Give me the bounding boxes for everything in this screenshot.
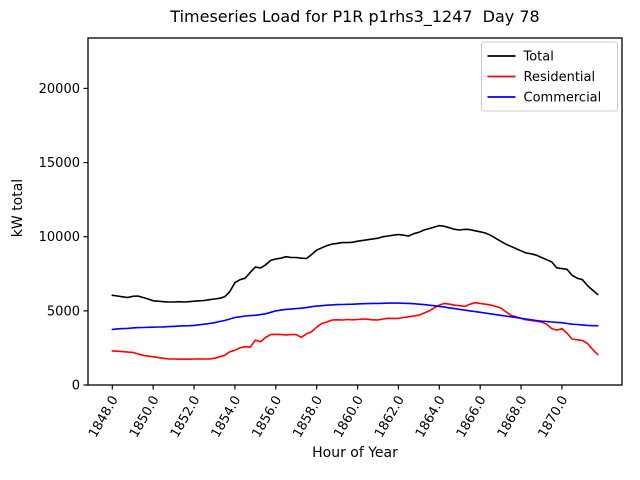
legend-label-residential: Residential — [524, 70, 596, 85]
y-tick-label: 10000 — [39, 230, 80, 245]
x-tick-label: 1856.0 — [250, 394, 286, 441]
y-tick-label: 0 — [72, 379, 80, 394]
legend-box — [481, 41, 618, 112]
y-tick-label: 20000 — [39, 82, 80, 97]
line-residential — [111, 301, 599, 361]
x-tick-label: 1854.0 — [209, 394, 245, 441]
line-commercial — [111, 302, 599, 331]
y-tick-label: 5000 — [47, 304, 80, 319]
x-tick-label: 1848.0 — [86, 394, 122, 441]
x-tick-label: 1862.0 — [372, 394, 408, 441]
x-tick-label: 1868.0 — [495, 394, 531, 441]
line-total — [111, 224, 599, 303]
y-tick-label: 15000 — [39, 156, 80, 171]
chart-title: Timeseries Load for P1R p1rhs3_1247 Day … — [170, 7, 540, 26]
x-tick-label: 1866.0 — [454, 394, 490, 441]
x-tick-label: 1864.0 — [413, 394, 449, 441]
x-tick-label: 1850.0 — [127, 394, 163, 441]
x-tick-label: 1870.0 — [536, 394, 572, 441]
x-tick-label: 1860.0 — [331, 394, 367, 441]
axes-frame — [87, 37, 623, 386]
x-tick-label: 1852.0 — [168, 394, 204, 441]
legend-label-total: Total — [523, 50, 554, 65]
legend-label-commercial: Commercial — [524, 91, 602, 106]
x-axis-label: Hour of Year — [312, 445, 398, 461]
x-tick-label: 1858.0 — [290, 394, 326, 441]
